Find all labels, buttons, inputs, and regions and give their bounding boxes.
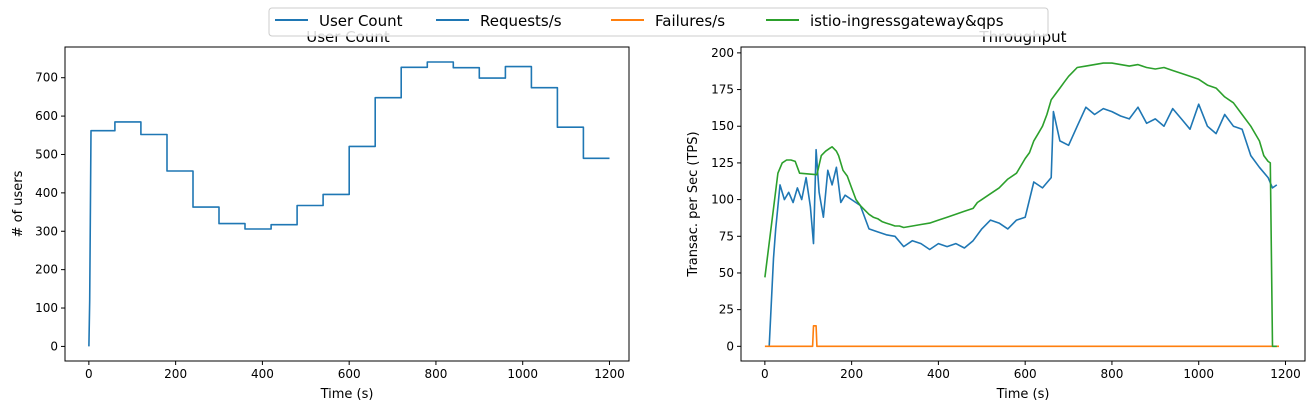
y-tick-label: 175: [711, 83, 734, 97]
x-tick-label: 800: [424, 367, 447, 381]
x-tick-label: 600: [1014, 367, 1037, 381]
legend-frame: [268, 7, 1049, 37]
x-tick-label: 1200: [594, 367, 625, 381]
x-tick-label: 400: [927, 367, 950, 381]
series-line-user-count: [88, 61, 610, 347]
plot-area: [88, 61, 610, 347]
x-tick-label: 400: [251, 367, 274, 381]
series-line-failures-s: [764, 324, 1279, 348]
x-axis-ticks: 0 200 400 600 800 1000 1200: [85, 361, 625, 381]
x-tick-label: 0: [761, 367, 769, 381]
y-tick-label: 0: [50, 339, 58, 353]
y-axis-ticks: 0 100 200 300 400 500 600 700: [35, 71, 65, 353]
x-tick-label: 800: [1100, 367, 1123, 381]
legend-label: istio-ingressgateway&qps: [810, 12, 1004, 30]
legend-label: Requests/s: [480, 12, 562, 30]
x-tick-label: 200: [164, 367, 187, 381]
y-tick-label: 100: [711, 193, 734, 207]
x-tick-label: 1200: [1270, 367, 1301, 381]
user-count-chart: User Count 0 200 400 600 800 1000 1200 0100200…: [11, 28, 630, 402]
axes-frame: [740, 46, 1306, 362]
x-tick-label: 1000: [507, 367, 538, 381]
x-axis-ticks: 0 200 400 600 800 1000 1200: [761, 361, 1301, 381]
y-tick-label: 700: [35, 71, 58, 85]
y-tick-label: 400: [35, 186, 58, 200]
x-tick-label: 600: [338, 367, 361, 381]
y-tick-label: 25: [719, 303, 734, 317]
x-axis-label: Time (s): [320, 387, 374, 402]
x-axis-label: Time (s): [996, 387, 1050, 402]
plot-area: [764, 62, 1279, 348]
y-tick-label: 300: [35, 224, 58, 238]
series-line-istio-ingressgateway-qps: [764, 62, 1277, 348]
y-axis-ticks: 0 25 50 75 100 125 150 175 200: [711, 46, 741, 353]
y-tick-label: 200: [35, 263, 58, 277]
y-tick-label: 200: [711, 46, 734, 60]
y-tick-label: 600: [35, 109, 58, 123]
legend-label: User Count: [319, 12, 403, 30]
y-tick-label: 50: [719, 266, 734, 280]
y-tick-label: 150: [711, 119, 734, 133]
y-tick-label: 100: [35, 301, 58, 315]
y-axis-label: Transac. per Sec (TPS): [686, 131, 701, 277]
y-tick-label: 75: [719, 229, 734, 243]
axes-frame: [64, 46, 630, 362]
x-tick-label: 0: [85, 367, 93, 381]
y-axis-label: # of users: [11, 170, 26, 237]
x-tick-label: 200: [840, 367, 863, 381]
y-tick-label: 125: [711, 156, 734, 170]
x-tick-label: 1000: [1183, 367, 1214, 381]
legend: User Count Requests/s Failures/s istio-ingr…: [268, 7, 1049, 37]
throughput-chart: Throughput 0 200 400 600 800 1000 1200 0255075…: [686, 28, 1306, 402]
y-tick-label: 0: [726, 339, 734, 353]
legend-label: Failures/s: [655, 12, 725, 30]
y-tick-label: 500: [35, 147, 58, 161]
series-line-requests-s: [768, 103, 1278, 347]
